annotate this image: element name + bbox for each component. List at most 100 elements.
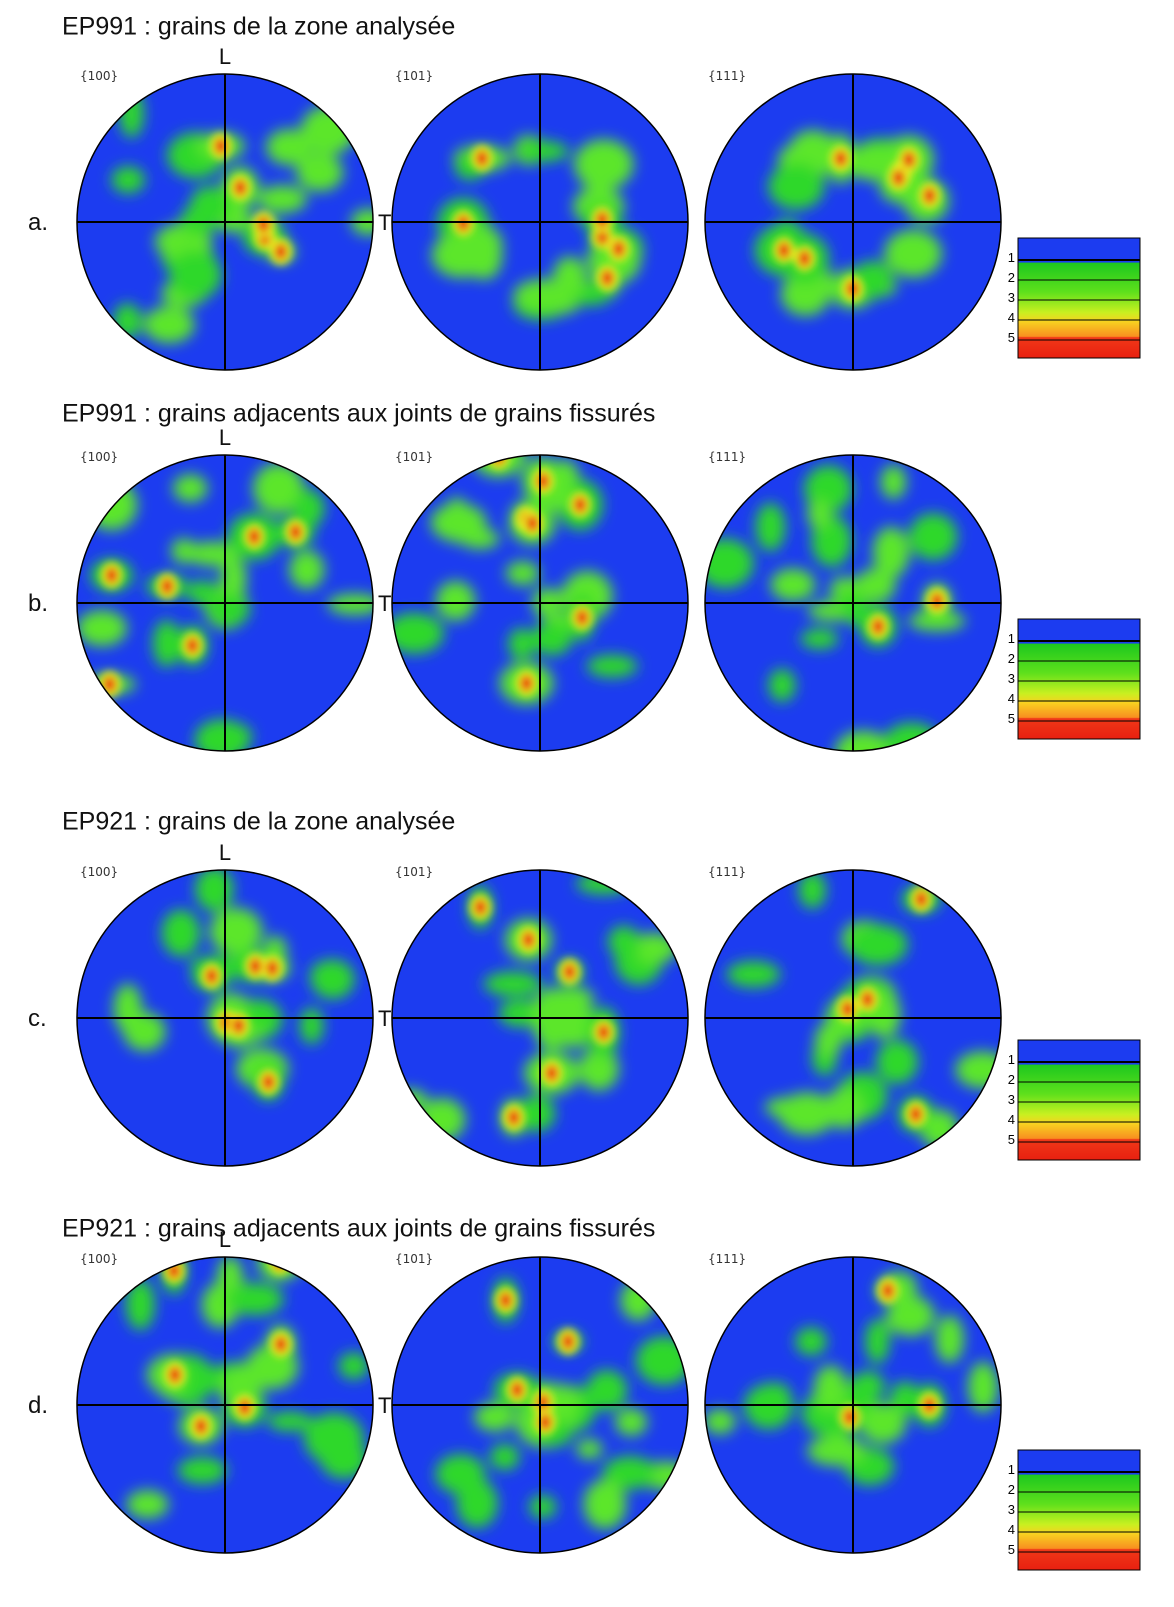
density-blob (889, 1381, 920, 1417)
legend-label: 5 (1008, 711, 1015, 726)
density-red (526, 515, 539, 532)
density-blob (418, 1098, 466, 1141)
density-red (539, 1414, 552, 1431)
legend-label: 3 (1008, 1092, 1015, 1107)
density-blob (226, 1282, 284, 1316)
density-red (499, 1292, 512, 1309)
pole-outline (76, 73, 374, 371)
density-red (537, 473, 550, 490)
density-blob (806, 1435, 867, 1467)
density-blob (535, 589, 567, 611)
density-blob (880, 464, 907, 500)
row-label: d. (28, 1392, 48, 1419)
plane-label: {101} (395, 865, 433, 879)
density-red (881, 1282, 894, 1299)
legend-label: 3 (1008, 1502, 1015, 1517)
density-blob (209, 593, 251, 626)
density-red (248, 528, 261, 545)
density-blob (435, 1454, 486, 1494)
density-blob (505, 560, 540, 586)
density-blob (143, 305, 195, 344)
row-label: a. (28, 209, 48, 236)
legend-label: 4 (1008, 1112, 1015, 1127)
legend-label: 1 (1008, 1462, 1015, 1477)
density-blob (289, 549, 325, 590)
density-hot (838, 1277, 941, 1430)
legend-label: 1 (1008, 250, 1015, 265)
pole-figure (392, 455, 688, 751)
density-hot (494, 1287, 580, 1436)
density-blob (551, 459, 579, 490)
axis-t: T (378, 591, 391, 616)
density-blob (635, 1336, 688, 1385)
density-blob (517, 140, 569, 162)
density-blob (576, 872, 632, 895)
plane-label: {101} (395, 69, 433, 83)
row-title: EP921 : grains de la zone analysée (62, 808, 455, 836)
row-label: b. (28, 590, 48, 617)
row-title: EP921 : grains adjacents aux joints de g… (62, 1215, 655, 1243)
density-blob (303, 1412, 364, 1465)
density-hot (469, 894, 615, 1131)
density-blob (705, 538, 754, 589)
density-blob (578, 1046, 620, 1091)
density-blob (194, 719, 250, 751)
density-red (522, 931, 535, 948)
row-title: EP991 : grains adjacents aux joints de g… (62, 400, 655, 428)
density-red (232, 1017, 245, 1034)
legend-label: 2 (1008, 651, 1015, 666)
legend-label: 2 (1008, 270, 1015, 285)
density-blob (583, 1479, 627, 1530)
density-red (861, 991, 874, 1008)
density-green (705, 464, 966, 751)
density-blob (125, 1279, 155, 1331)
pole-figure (77, 455, 373, 751)
density-blob (834, 730, 893, 751)
density-red (841, 1001, 854, 1018)
density-red (520, 675, 533, 692)
pole-outline (704, 73, 1002, 371)
legend-label: 4 (1008, 691, 1015, 706)
density-red (249, 958, 262, 975)
density-blob (967, 1361, 999, 1413)
density-red (574, 496, 587, 513)
density-blob (186, 580, 219, 605)
density-red (909, 1106, 922, 1123)
density-red (612, 240, 625, 257)
pole-outline (704, 1256, 1002, 1554)
density-blob (195, 870, 234, 912)
density-red (545, 1065, 558, 1082)
density-blob (586, 1369, 628, 1411)
legend-label: 1 (1008, 631, 1015, 646)
density-blob (576, 1438, 603, 1460)
plane-label: {101} (395, 1252, 433, 1266)
density-blob (189, 185, 231, 225)
axis-l: L (219, 44, 231, 69)
plane-label: {100} (80, 69, 118, 83)
density-hot (200, 953, 284, 1095)
density-blob (435, 580, 476, 621)
density-blob (296, 153, 344, 192)
density-red (892, 169, 905, 186)
density-blob (265, 128, 313, 166)
legend-bar (1017, 1039, 1141, 1161)
density-blob (474, 1402, 516, 1432)
density-red (923, 187, 936, 204)
density-blob (257, 185, 308, 214)
density-blob (85, 479, 138, 531)
density-blob (119, 88, 144, 138)
density-green (111, 88, 373, 344)
density-blob (77, 609, 128, 647)
legend-label: 2 (1008, 1072, 1015, 1087)
legend-bar (1017, 1449, 1141, 1571)
legend-label: 5 (1008, 1542, 1015, 1557)
density-blob (300, 105, 357, 155)
density-blob (935, 1315, 965, 1364)
density-blob (705, 1408, 736, 1435)
axis-l: L (219, 1227, 231, 1252)
density-red (205, 968, 218, 985)
density-blob (518, 1095, 556, 1132)
legend-label: 4 (1008, 310, 1015, 325)
density-blob (444, 496, 469, 544)
